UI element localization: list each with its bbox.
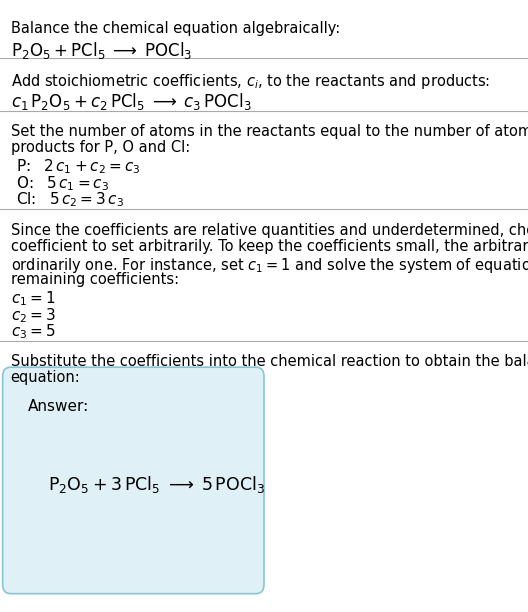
Text: Set the number of atoms in the reactants equal to the number of atoms in the: Set the number of atoms in the reactants… — [11, 124, 528, 139]
FancyBboxPatch shape — [3, 367, 264, 594]
Text: O: $\;\; 5\,c_1 = c_3$: O: $\;\; 5\,c_1 = c_3$ — [16, 174, 109, 193]
Text: Balance the chemical equation algebraically:: Balance the chemical equation algebraica… — [11, 21, 340, 37]
Text: $\mathrm{P_2O_5 + PCl_5 \;\longrightarrow\; POCl_3}$: $\mathrm{P_2O_5 + PCl_5 \;\longrightarro… — [11, 40, 192, 61]
Text: Since the coefficients are relative quantities and underdetermined, choose a: Since the coefficients are relative quan… — [11, 223, 528, 238]
Text: remaining coefficients:: remaining coefficients: — [11, 272, 178, 288]
Text: products for P, O and Cl:: products for P, O and Cl: — [11, 140, 190, 155]
Text: coefficient to set arbitrarily. To keep the coefficients small, the arbitrary va: coefficient to set arbitrarily. To keep … — [11, 239, 528, 255]
Text: Answer:: Answer: — [27, 399, 89, 414]
Text: ordinarily one. For instance, set $c_1 = 1$ and solve the system of equations fo: ordinarily one. For instance, set $c_1 =… — [11, 256, 528, 275]
Text: $\mathrm{P_2O_5 + 3\, PCl_5 \;\longrightarrow\; 5\, POCl_3}$: $\mathrm{P_2O_5 + 3\, PCl_5 \;\longright… — [48, 474, 265, 495]
Text: Substitute the coefficients into the chemical reaction to obtain the balanced: Substitute the coefficients into the che… — [11, 354, 528, 369]
Text: P: $\;\; 2\,c_1 + c_2 = c_3$: P: $\;\; 2\,c_1 + c_2 = c_3$ — [16, 157, 140, 176]
Text: $c_1 = 1$: $c_1 = 1$ — [11, 289, 55, 308]
Text: $c_2 = 3$: $c_2 = 3$ — [11, 306, 55, 325]
Text: $c_1\, \mathrm{P_2O_5} + c_2\, \mathrm{PCl_5} \;\longrightarrow\; c_3\, \mathrm{: $c_1\, \mathrm{P_2O_5} + c_2\, \mathrm{P… — [11, 91, 251, 111]
Text: Cl: $\;\; 5\,c_2 = 3\,c_3$: Cl: $\;\; 5\,c_2 = 3\,c_3$ — [16, 190, 124, 209]
Text: $c_3 = 5$: $c_3 = 5$ — [11, 323, 55, 341]
Text: equation:: equation: — [11, 370, 80, 386]
Text: Add stoichiometric coefficients, $c_i$, to the reactants and products:: Add stoichiometric coefficients, $c_i$, … — [11, 72, 490, 91]
